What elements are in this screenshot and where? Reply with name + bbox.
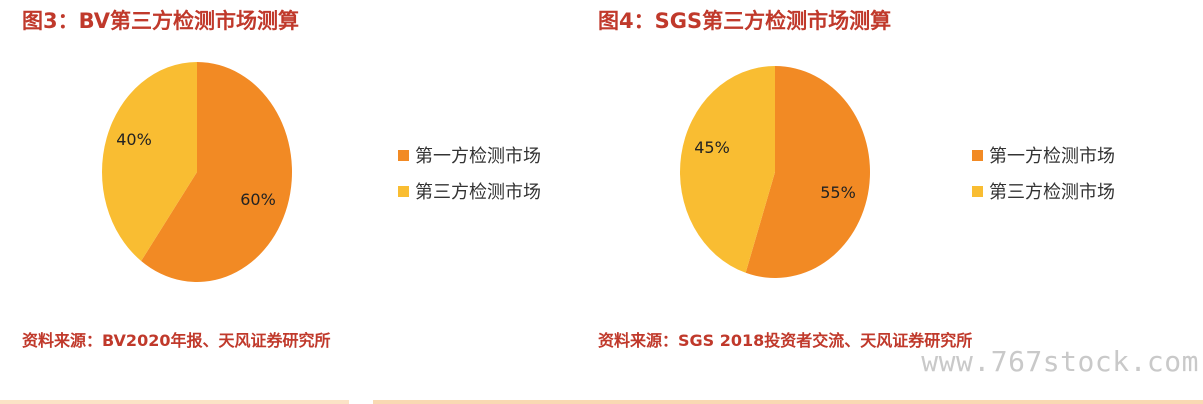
legend-item-third-party: 第三方检测市场	[972, 177, 1115, 205]
legend-swatch-third-party	[398, 185, 409, 197]
bv-chart-panel: 图3：BV第三方检测市场测算 60% 40% 第一方检测市场 第三方检测市场 资料…	[0, 0, 600, 404]
data-label: 40%	[116, 130, 152, 149]
watermark-text: www.767stock.com	[921, 345, 1199, 378]
legend-label: 第三方检测市场	[415, 182, 541, 203]
legend-item-third-party: 第三方检测市场	[398, 177, 541, 205]
legend-item-first-party: 第一方检测市场	[972, 141, 1115, 169]
pie-slice-first-party	[745, 66, 870, 278]
source-note: 资料来源：BV2020年报、天风证券研究所	[22, 331, 331, 350]
sgs-chart-panel: 图4：SGS第三方检测市场测算 55% 45% 第一方检测市场 第三方检测市场 资…	[596, 0, 1203, 404]
source-note: 资料来源：SGS 2018投资者交流、天风证券研究所	[598, 331, 973, 350]
data-label: 45%	[694, 138, 730, 157]
legend-label: 第一方检测市场	[415, 146, 541, 167]
chart-legend: 第一方检测市场 第三方检测市场	[972, 141, 1115, 213]
legend-label: 第三方检测市场	[989, 182, 1115, 203]
chart-title: 图3：BV第三方检测市场测算	[22, 9, 300, 33]
chart-title: 图4：SGS第三方检测市场测算	[598, 9, 892, 33]
data-label: 55%	[820, 183, 856, 202]
bv-pie-chart: 60% 40%	[101, 61, 292, 282]
pie-slice-first-party	[141, 62, 292, 282]
pie-slice-third-party	[101, 61, 197, 261]
legend-swatch-first-party	[972, 149, 983, 161]
legend-label: 第一方检测市场	[989, 146, 1115, 167]
legend-swatch-third-party	[972, 185, 983, 197]
pie-slice-third-party	[680, 66, 775, 273]
data-label: 60%	[240, 190, 276, 209]
chart-legend: 第一方检测市场 第三方检测市场	[398, 141, 541, 213]
legend-swatch-first-party	[398, 149, 409, 161]
sgs-pie-chart: 55% 45%	[680, 66, 870, 278]
bottom-divider	[0, 400, 1203, 404]
legend-item-first-party: 第一方检测市场	[398, 141, 541, 169]
